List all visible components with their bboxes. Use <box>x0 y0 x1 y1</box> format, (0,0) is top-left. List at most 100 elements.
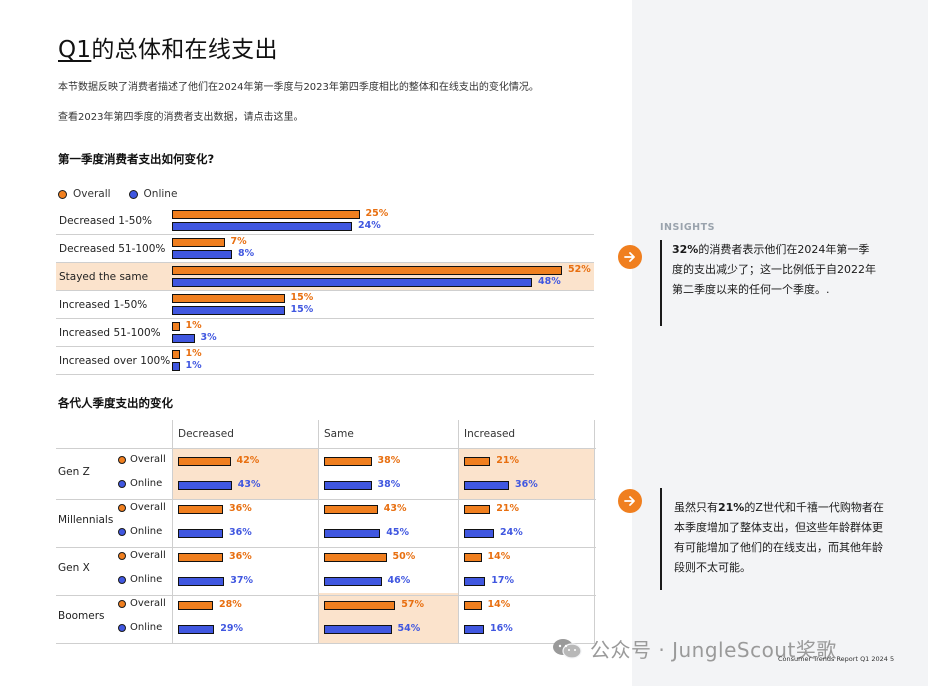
insight-2-stat: 21% <box>718 501 745 514</box>
legend-online-label: Online <box>143 188 178 200</box>
online-value-label: 24% <box>500 527 523 538</box>
online-value-label: 38% <box>377 479 401 490</box>
overall-bar <box>178 601 213 610</box>
online-row-label: Online <box>118 526 162 537</box>
online-bar <box>172 306 285 315</box>
chart-legend: Overall Online <box>58 188 177 200</box>
title-text: 的总体和在线支出 <box>91 37 278 63</box>
legend-overall-label: Overall <box>73 188 111 200</box>
overall-value-label: 1% <box>185 320 202 331</box>
overall-value-label: 50% <box>392 551 416 562</box>
overall-bar <box>172 322 180 331</box>
overall-row-label: Overall <box>118 454 166 465</box>
page-footer: Consumer Trends Report Q1 2024 5 <box>778 655 895 663</box>
insight-2: 虽然只有21%的Z世代和千禧一代购物者在本季度增加了整体支出，但这些年龄群体更有… <box>674 498 889 578</box>
column-header: Same <box>324 428 354 440</box>
overall-value-label: 42% <box>236 455 260 466</box>
online-value-label: 3% <box>200 332 217 343</box>
online-value-label: 37% <box>230 575 253 586</box>
overall-row-label: Overall <box>118 502 166 513</box>
online-bar <box>172 222 352 231</box>
main-content: Q1的总体和在线支出 本节数据反映了消费者描述了他们在2024年第一季度与202… <box>56 37 596 644</box>
title-quarter: Q1 <box>58 37 92 63</box>
online-value-label: 36% <box>515 479 538 490</box>
overall-bar <box>464 601 482 610</box>
watermark-text: 公众号 · JungleScout奖歌 <box>590 638 837 662</box>
overall-bar <box>464 457 491 466</box>
overall-row-label: Overall <box>118 598 166 609</box>
series-name: Overall <box>130 598 166 609</box>
online-dot-icon <box>118 527 126 536</box>
overall-bar <box>172 266 562 275</box>
intro-paragraph: 本节数据反映了消费者描述了他们在2024年第一季度与2023年第四季度相比的整体… <box>58 82 539 93</box>
overall-bar <box>464 505 491 514</box>
row-divider <box>56 547 596 548</box>
online-bar <box>172 362 180 371</box>
chart-row: Decreased 1-50% 25% 24% <box>56 207 594 235</box>
overall-dot-icon <box>118 599 126 608</box>
row-divider <box>56 643 596 644</box>
category-label: Increased 51-100% <box>59 327 161 339</box>
category-label: Decreased 1-50% <box>59 215 153 227</box>
online-row-label: Online <box>118 622 162 633</box>
online-value-label: 48% <box>538 276 561 287</box>
overall-bar <box>324 457 372 466</box>
generation-label: Gen X <box>58 562 90 574</box>
overall-bar <box>178 553 223 562</box>
overall-value-label: 36% <box>229 551 252 562</box>
overall-bar <box>178 505 223 514</box>
series-name: Overall <box>130 454 166 465</box>
online-dot-icon <box>118 623 126 632</box>
insight-2-text: 的Z世代和千禧一代购物者在本季度增加了整体支出，但这些年龄群体更有可能增加了他们… <box>674 501 884 574</box>
insight-divider <box>660 488 662 590</box>
online-row-label: Online <box>118 478 162 489</box>
chart-row: Increased over 100% 1% 1% <box>56 347 594 375</box>
online-bar <box>172 278 532 287</box>
online-bar <box>178 529 223 538</box>
overall-value-label: 15% <box>290 292 314 303</box>
overall-bar <box>178 457 231 466</box>
online-bar <box>324 625 392 634</box>
spending-change-chart: Decreased 1-50% 25% 24% Decreased 51-100% 7%… <box>56 207 594 375</box>
section2-heading: 各代人季度支出的变化 <box>58 396 173 410</box>
overall-bar <box>324 601 396 610</box>
online-value-label: 54% <box>397 623 421 634</box>
overall-value-label: 57% <box>401 599 424 610</box>
insights-label: INSIGHTS <box>660 222 715 233</box>
category-label: Increased over 100% <box>59 355 171 367</box>
online-value-label: 43% <box>237 479 261 490</box>
category-label: Increased 1-50% <box>59 299 148 311</box>
category-label: Stayed the same <box>59 271 149 283</box>
online-bar <box>324 529 381 538</box>
overall-bar <box>324 553 387 562</box>
online-value-label: 24% <box>358 220 381 231</box>
overall-value-label: 36% <box>229 503 252 514</box>
overall-dot-icon <box>118 455 126 464</box>
series-name: Online <box>130 574 163 585</box>
overall-bar <box>172 238 225 247</box>
online-value-label: 17% <box>491 575 514 586</box>
overall-value-label: 1% <box>185 348 202 359</box>
overall-value-label: 21% <box>496 455 519 466</box>
row-divider <box>56 499 596 500</box>
insight-1-text: 的消费者表示他们在2024年第一季度的支出减少了；这一比例低于自2022年第二季… <box>672 243 876 296</box>
overall-bar <box>324 505 378 514</box>
overall-value-label: 43% <box>383 503 407 514</box>
overall-value-label: 7% <box>230 236 247 247</box>
online-bar <box>464 625 484 634</box>
online-bar <box>324 577 382 586</box>
online-value-label: 36% <box>229 527 252 538</box>
overall-dot-icon <box>118 551 126 560</box>
q4-data-link[interactable]: 查看2023年第四季度的消费者支出数据，请点击这里。 <box>58 112 304 123</box>
online-bar <box>172 334 195 343</box>
generation-label: Boomers <box>58 610 105 622</box>
online-value-label: 1% <box>185 360 202 371</box>
column-header: Increased <box>464 428 516 440</box>
watermark: 公众号 · JungleScout奖歌 <box>552 634 837 663</box>
online-value-label: 46% <box>387 575 411 586</box>
column-divider <box>458 420 459 644</box>
series-name: Overall <box>130 502 166 513</box>
overall-value-label: 38% <box>377 455 401 466</box>
overall-bar <box>172 294 285 303</box>
column-divider <box>172 420 173 644</box>
